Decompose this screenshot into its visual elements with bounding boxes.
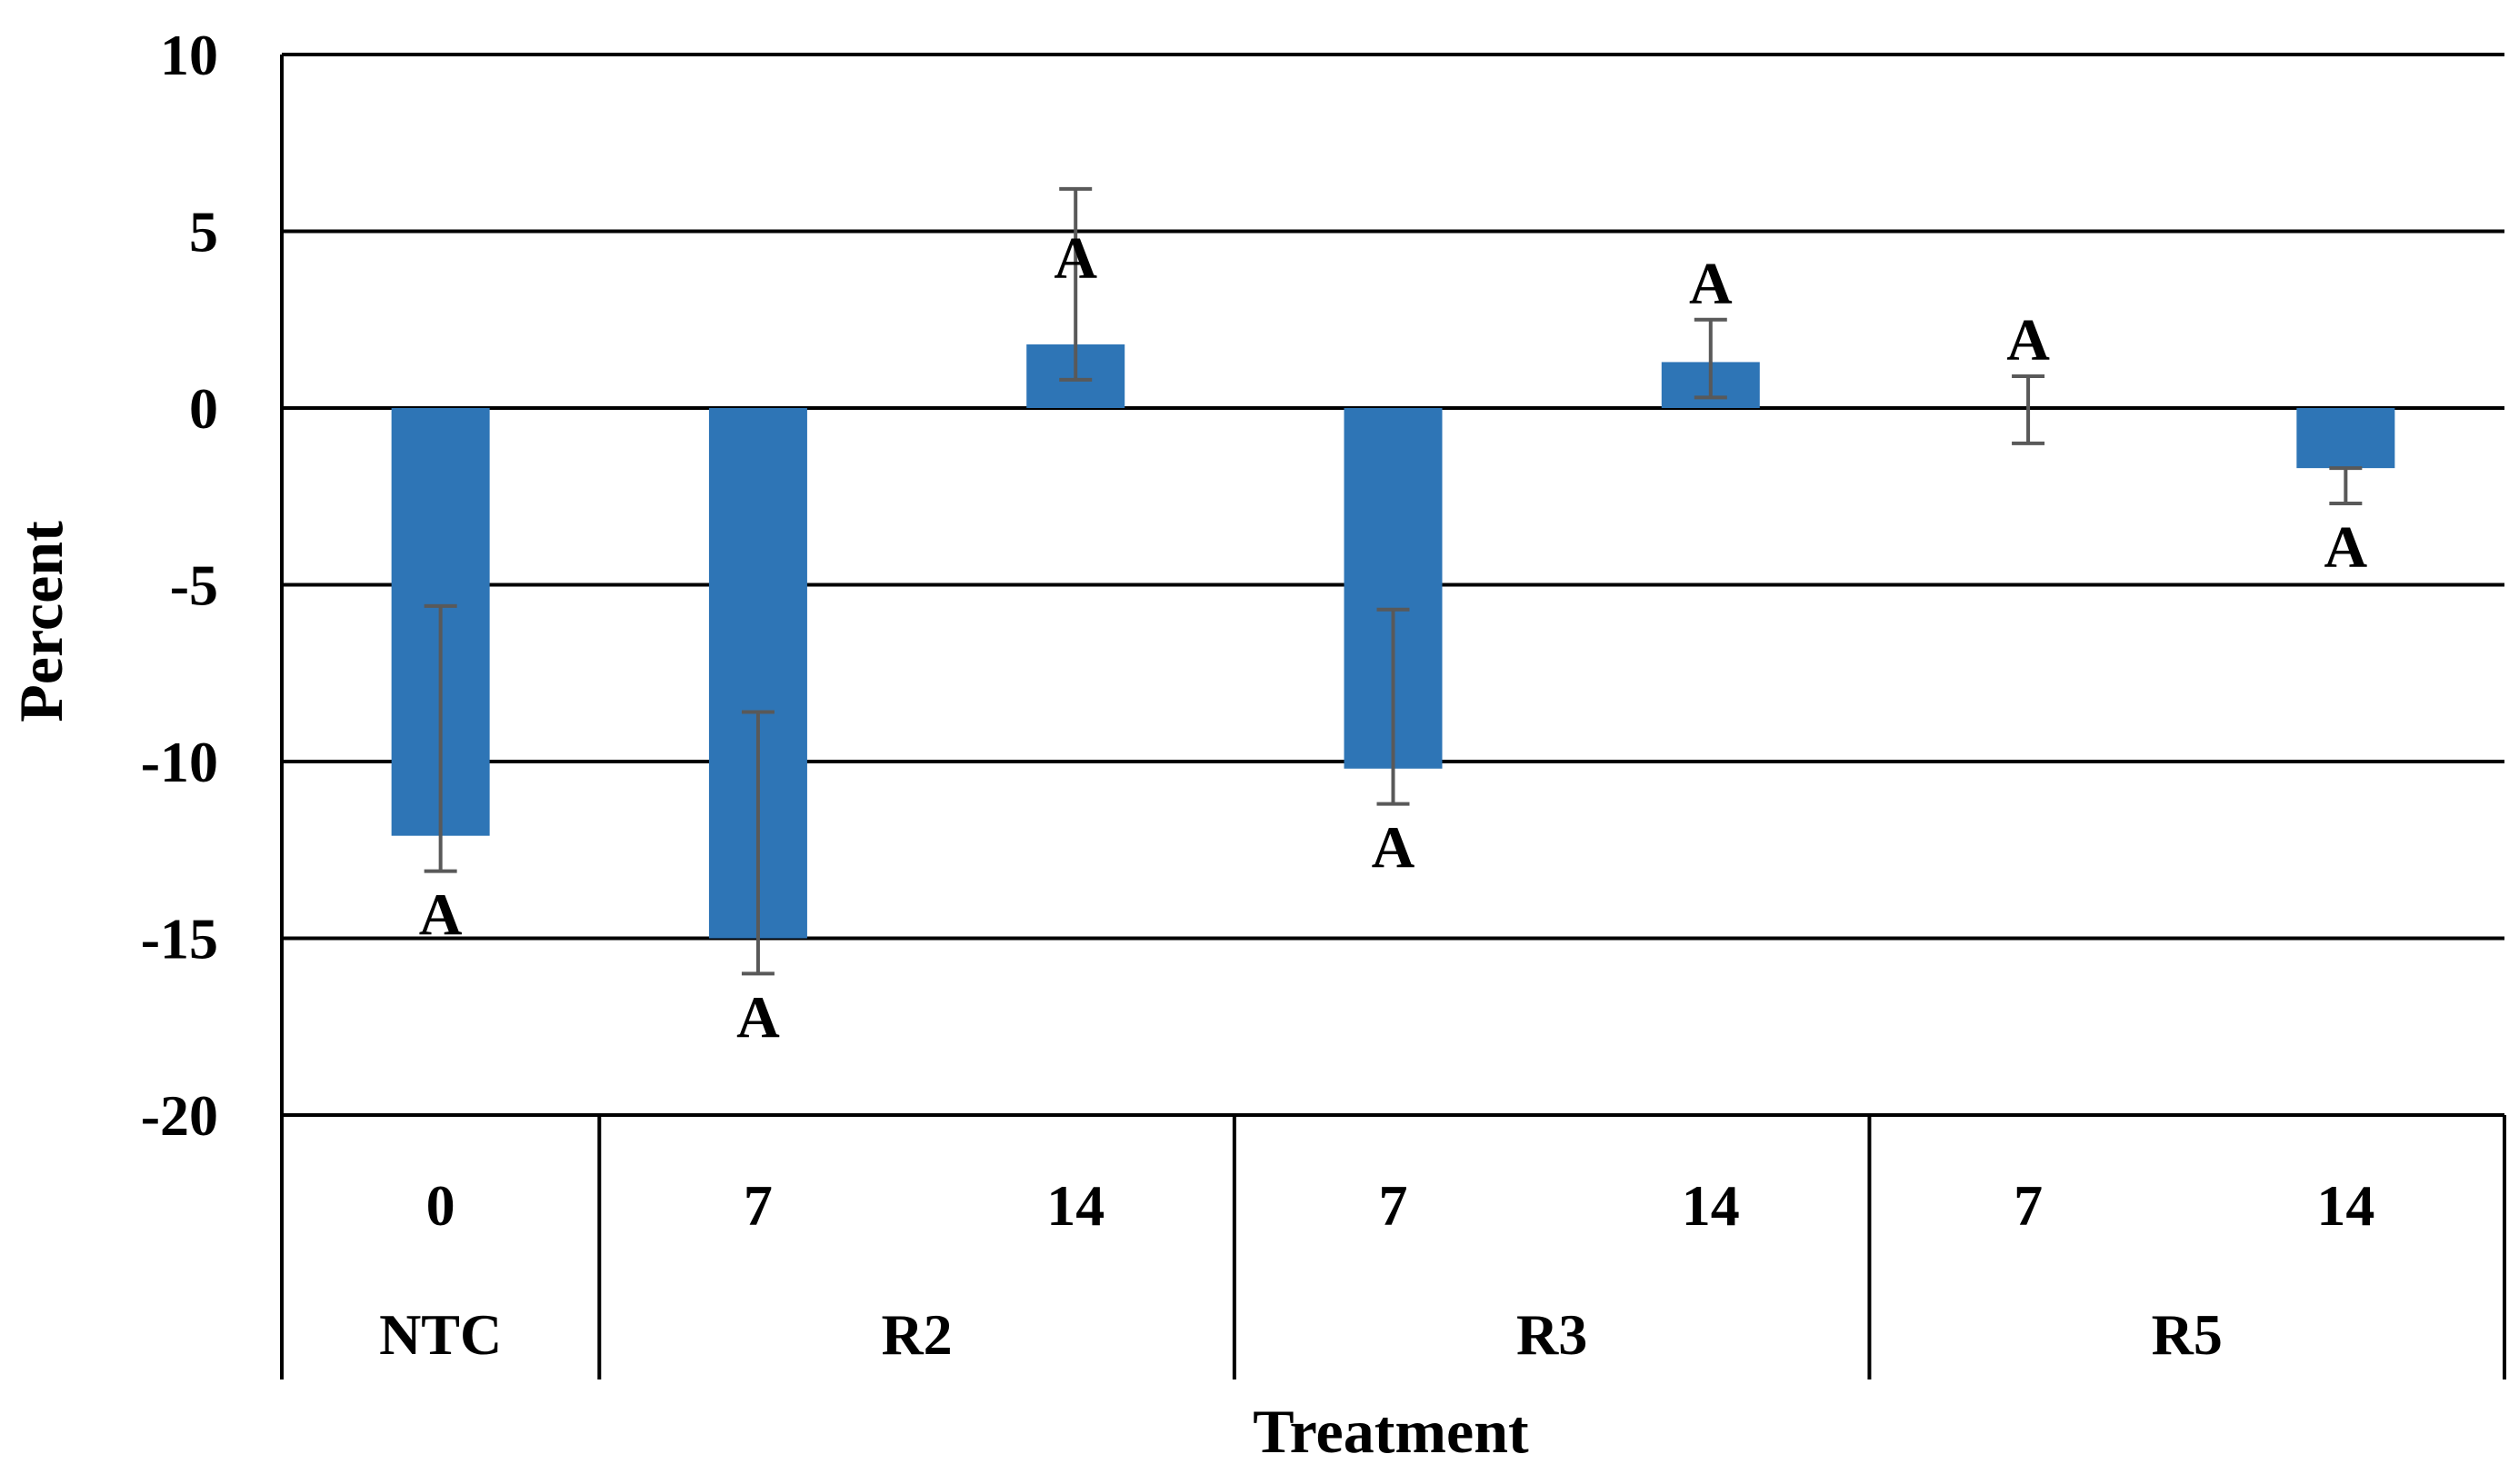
x-axis-title: Treatment <box>1253 1397 1529 1466</box>
significance-letter: A <box>419 882 463 949</box>
significance-letter: A <box>2324 514 2368 581</box>
bars <box>391 344 2395 939</box>
y-tick-label: 5 <box>189 200 218 264</box>
y-tick-label: -15 <box>141 907 218 971</box>
y-tick-label: 0 <box>189 376 218 441</box>
x-category-label: 7 <box>2014 1173 2043 1238</box>
x-axis-group-labels: NTC R2 R3 R5 <box>379 1302 2223 1367</box>
x-group-label: R3 <box>1516 1302 1587 1367</box>
significance-letter: A <box>2006 307 2050 373</box>
significance-letter: A <box>1689 251 1733 317</box>
x-group-label: R2 <box>881 1302 952 1367</box>
y-axis-ticks: 10 5 0 -5 -10 -15 -20 <box>141 23 218 1148</box>
bar <box>2296 408 2395 469</box>
y-axis-title: Percent <box>6 521 75 722</box>
significance-letters: A A A A A A A <box>419 225 2368 1051</box>
x-axis-category-labels: 0 7 14 7 14 7 14 <box>426 1173 2375 1238</box>
x-category-label: 14 <box>2316 1173 2374 1238</box>
x-category-label: 7 <box>1379 1173 1408 1238</box>
significance-letter: A <box>736 984 780 1051</box>
y-tick-label: -10 <box>141 730 218 794</box>
error-bars <box>424 186 2363 976</box>
x-category-label: 14 <box>1682 1173 1740 1238</box>
axes <box>280 55 2506 1379</box>
x-category-label: 14 <box>1046 1173 1105 1238</box>
y-tick-label: -20 <box>141 1083 218 1148</box>
x-category-label: 7 <box>744 1173 773 1238</box>
significance-letter: A <box>1372 815 1415 881</box>
x-group-label: R5 <box>2152 1302 2223 1367</box>
y-tick-label: 10 <box>160 23 218 87</box>
x-category-label: 0 <box>426 1173 455 1238</box>
x-group-label: NTC <box>379 1302 502 1367</box>
significance-letter: A <box>1054 225 1097 292</box>
y-tick-label: -5 <box>170 553 218 618</box>
